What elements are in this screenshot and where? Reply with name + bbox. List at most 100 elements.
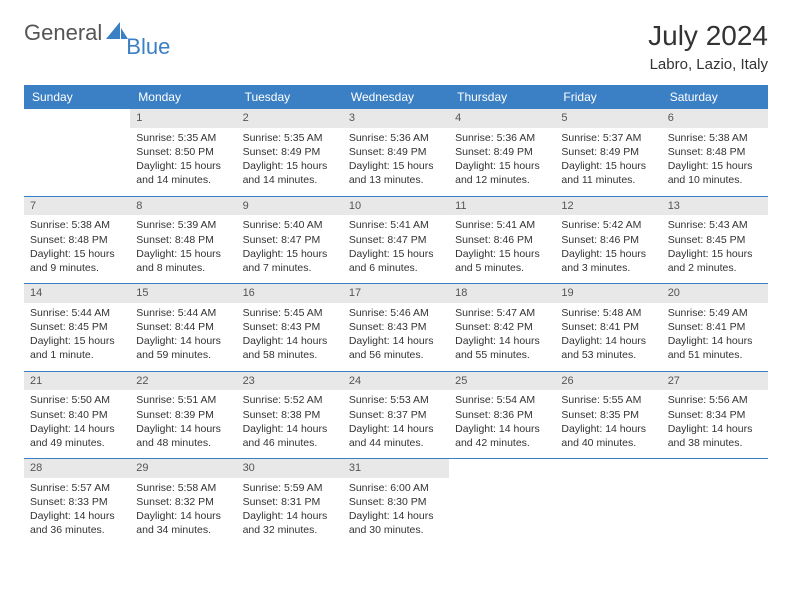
daylight-line: Daylight: 14 hours and 32 minutes. [243, 509, 337, 537]
calendar-body: .1Sunrise: 5:35 AMSunset: 8:50 PMDayligh… [24, 109, 768, 546]
day-details: Sunrise: 5:50 AMSunset: 8:40 PMDaylight:… [24, 390, 130, 458]
day-number: 25 [449, 372, 555, 391]
day-header: Friday [555, 85, 661, 109]
daylight-line: Daylight: 15 hours and 9 minutes. [30, 247, 124, 275]
sunrise-line: Sunrise: 5:56 AM [668, 393, 762, 407]
sunrise-line: Sunrise: 5:35 AM [136, 131, 230, 145]
sunset-line: Sunset: 8:48 PM [136, 233, 230, 247]
calendar-day: 20Sunrise: 5:49 AMSunset: 8:41 PMDayligh… [662, 284, 768, 372]
calendar-week: .1Sunrise: 5:35 AMSunset: 8:50 PMDayligh… [24, 109, 768, 196]
sunrise-line: Sunrise: 5:40 AM [243, 218, 337, 232]
calendar-day: 19Sunrise: 5:48 AMSunset: 8:41 PMDayligh… [555, 284, 661, 372]
day-details: Sunrise: 5:36 AMSunset: 8:49 PMDaylight:… [449, 128, 555, 196]
daylight-line: Daylight: 14 hours and 40 minutes. [561, 422, 655, 450]
day-details: Sunrise: 5:43 AMSunset: 8:45 PMDaylight:… [662, 215, 768, 283]
sunset-line: Sunset: 8:45 PM [668, 233, 762, 247]
day-number: 5 [555, 109, 661, 128]
day-number: 3 [343, 109, 449, 128]
day-details: Sunrise: 5:38 AMSunset: 8:48 PMDaylight:… [662, 128, 768, 196]
day-details: Sunrise: 5:55 AMSunset: 8:35 PMDaylight:… [555, 390, 661, 458]
day-number: 24 [343, 372, 449, 391]
day-details: Sunrise: 6:00 AMSunset: 8:30 PMDaylight:… [343, 478, 449, 546]
sunset-line: Sunset: 8:42 PM [455, 320, 549, 334]
calendar-day: 25Sunrise: 5:54 AMSunset: 8:36 PMDayligh… [449, 371, 555, 459]
day-details: Sunrise: 5:56 AMSunset: 8:34 PMDaylight:… [662, 390, 768, 458]
day-details: Sunrise: 5:45 AMSunset: 8:43 PMDaylight:… [237, 303, 343, 371]
sunset-line: Sunset: 8:32 PM [136, 495, 230, 509]
calendar-day: 4Sunrise: 5:36 AMSunset: 8:49 PMDaylight… [449, 109, 555, 196]
sunrise-line: Sunrise: 5:59 AM [243, 481, 337, 495]
calendar-week: 14Sunrise: 5:44 AMSunset: 8:45 PMDayligh… [24, 284, 768, 372]
calendar-day: 16Sunrise: 5:45 AMSunset: 8:43 PMDayligh… [237, 284, 343, 372]
sunrise-line: Sunrise: 5:41 AM [349, 218, 443, 232]
day-number: 30 [237, 459, 343, 478]
sunset-line: Sunset: 8:47 PM [349, 233, 443, 247]
calendar-day: . [24, 109, 130, 196]
calendar-day: 7Sunrise: 5:38 AMSunset: 8:48 PMDaylight… [24, 196, 130, 284]
day-details: Sunrise: 5:40 AMSunset: 8:47 PMDaylight:… [237, 215, 343, 283]
day-header: Wednesday [343, 85, 449, 109]
sunset-line: Sunset: 8:37 PM [349, 408, 443, 422]
sunset-line: Sunset: 8:36 PM [455, 408, 549, 422]
sunrise-line: Sunrise: 5:47 AM [455, 306, 549, 320]
month-title: July 2024 [648, 20, 768, 52]
day-header: Sunday [24, 85, 130, 109]
sunset-line: Sunset: 8:31 PM [243, 495, 337, 509]
sunrise-line: Sunrise: 5:38 AM [668, 131, 762, 145]
daylight-line: Daylight: 14 hours and 51 minutes. [668, 334, 762, 362]
calendar-day: 1Sunrise: 5:35 AMSunset: 8:50 PMDaylight… [130, 109, 236, 196]
sunset-line: Sunset: 8:43 PM [349, 320, 443, 334]
sunrise-line: Sunrise: 5:44 AM [30, 306, 124, 320]
day-number: 8 [130, 197, 236, 216]
day-details: Sunrise: 5:38 AMSunset: 8:48 PMDaylight:… [24, 215, 130, 283]
day-details: Sunrise: 5:59 AMSunset: 8:31 PMDaylight:… [237, 478, 343, 546]
day-details: Sunrise: 5:37 AMSunset: 8:49 PMDaylight:… [555, 128, 661, 196]
calendar-day: 21Sunrise: 5:50 AMSunset: 8:40 PMDayligh… [24, 371, 130, 459]
calendar-day: 22Sunrise: 5:51 AMSunset: 8:39 PMDayligh… [130, 371, 236, 459]
calendar-day: 12Sunrise: 5:42 AMSunset: 8:46 PMDayligh… [555, 196, 661, 284]
sunset-line: Sunset: 8:35 PM [561, 408, 655, 422]
day-number: 7 [24, 197, 130, 216]
daylight-line: Daylight: 15 hours and 3 minutes. [561, 247, 655, 275]
day-details: Sunrise: 5:42 AMSunset: 8:46 PMDaylight:… [555, 215, 661, 283]
sunset-line: Sunset: 8:41 PM [668, 320, 762, 334]
day-number: 14 [24, 284, 130, 303]
day-details: Sunrise: 5:44 AMSunset: 8:44 PMDaylight:… [130, 303, 236, 371]
sunset-line: Sunset: 8:49 PM [561, 145, 655, 159]
daylight-line: Daylight: 15 hours and 1 minute. [30, 334, 124, 362]
sunrise-line: Sunrise: 5:55 AM [561, 393, 655, 407]
sunrise-line: Sunrise: 5:36 AM [455, 131, 549, 145]
calendar-day: 27Sunrise: 5:56 AMSunset: 8:34 PMDayligh… [662, 371, 768, 459]
daylight-line: Daylight: 14 hours and 55 minutes. [455, 334, 549, 362]
calendar-day: 8Sunrise: 5:39 AMSunset: 8:48 PMDaylight… [130, 196, 236, 284]
day-number: 29 [130, 459, 236, 478]
day-number: 15 [130, 284, 236, 303]
sunset-line: Sunset: 8:48 PM [30, 233, 124, 247]
sunrise-line: Sunrise: 5:53 AM [349, 393, 443, 407]
calendar-day: 24Sunrise: 5:53 AMSunset: 8:37 PMDayligh… [343, 371, 449, 459]
daylight-line: Daylight: 15 hours and 14 minutes. [243, 159, 337, 187]
day-header: Tuesday [237, 85, 343, 109]
daylight-line: Daylight: 15 hours and 5 minutes. [455, 247, 549, 275]
calendar-day: 31Sunrise: 6:00 AMSunset: 8:30 PMDayligh… [343, 459, 449, 546]
day-details: Sunrise: 5:51 AMSunset: 8:39 PMDaylight:… [130, 390, 236, 458]
sunset-line: Sunset: 8:49 PM [349, 145, 443, 159]
day-number: 28 [24, 459, 130, 478]
sunset-line: Sunset: 8:40 PM [30, 408, 124, 422]
day-header: Thursday [449, 85, 555, 109]
day-details: Sunrise: 5:48 AMSunset: 8:41 PMDaylight:… [555, 303, 661, 371]
brand-sail-icon [106, 22, 128, 45]
day-details: Sunrise: 5:57 AMSunset: 8:33 PMDaylight:… [24, 478, 130, 546]
calendar-day: 14 Sunrise: 5:44 AMSunset: 8:45 PMDayligh… [24, 284, 130, 372]
calendar-day: 3Sunrise: 5:36 AMSunset: 8:49 PMDaylight… [343, 109, 449, 196]
sunrise-line: Sunrise: 5:36 AM [349, 131, 443, 145]
day-number: 19 [555, 284, 661, 303]
location-text: Labro, Lazio, Italy [648, 56, 768, 73]
day-details: Sunrise: 5:52 AMSunset: 8:38 PMDaylight:… [237, 390, 343, 458]
day-header: Saturday [662, 85, 768, 109]
daylight-line: Daylight: 15 hours and 14 minutes. [136, 159, 230, 187]
daylight-line: Daylight: 14 hours and 36 minutes. [30, 509, 124, 537]
daylight-line: Daylight: 15 hours and 11 minutes. [561, 159, 655, 187]
calendar-day: 26Sunrise: 5:55 AMSunset: 8:35 PMDayligh… [555, 371, 661, 459]
sunset-line: Sunset: 8:45 PM [30, 320, 124, 334]
